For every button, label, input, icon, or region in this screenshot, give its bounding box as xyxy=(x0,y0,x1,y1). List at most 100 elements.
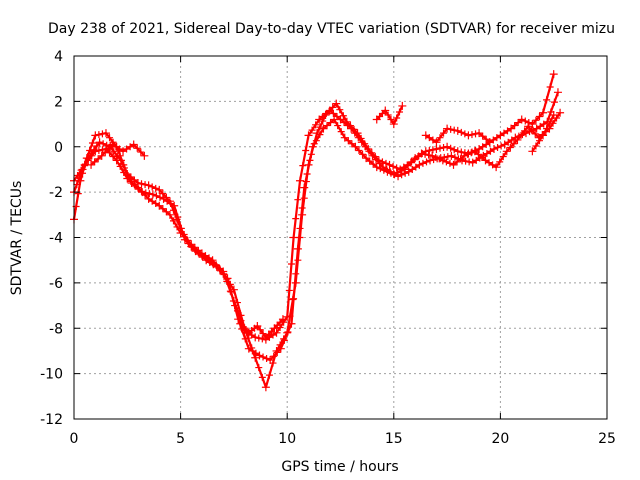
data-point-interp xyxy=(148,197,156,205)
data-series xyxy=(70,70,565,392)
data-point xyxy=(475,145,484,154)
data-point-interp xyxy=(440,144,448,152)
y-tick-label: -8 xyxy=(49,321,63,337)
data-point xyxy=(438,156,447,165)
data-point-interp xyxy=(393,164,401,172)
data-point-interp xyxy=(169,217,177,225)
data-point-interp xyxy=(432,153,440,161)
data-point-interp xyxy=(543,96,551,104)
data-point xyxy=(398,101,407,110)
data-point-interp xyxy=(504,138,512,146)
data-point xyxy=(289,233,298,242)
data-point-interp xyxy=(180,233,188,241)
data-point-interp xyxy=(258,373,266,381)
data-point-interp xyxy=(84,156,92,164)
data-point xyxy=(421,131,430,140)
data-point xyxy=(319,124,328,133)
data-point xyxy=(291,278,300,287)
data-point xyxy=(381,106,390,115)
data-point-interp xyxy=(244,334,252,342)
data-point-interp xyxy=(472,156,480,164)
x-tick-label: 15 xyxy=(385,431,403,447)
data-point-interp xyxy=(357,134,365,142)
data-point xyxy=(91,131,100,140)
data-point-interp xyxy=(174,213,182,221)
data-point xyxy=(251,353,260,362)
data-point-interp xyxy=(310,140,318,148)
data-point xyxy=(513,135,522,144)
data-point-interp xyxy=(109,153,117,161)
data-point-interp xyxy=(378,158,386,166)
series-track-d xyxy=(87,140,149,169)
data-point-interp xyxy=(421,150,429,158)
data-point-interp xyxy=(112,143,120,151)
data-point-interp xyxy=(382,159,390,167)
data-point-interp xyxy=(510,140,518,148)
data-point-interp xyxy=(302,147,310,155)
data-point xyxy=(330,115,339,124)
y-tick-label: -4 xyxy=(49,231,63,247)
data-point-interp xyxy=(287,260,295,268)
data-point-interp xyxy=(532,142,540,150)
data-point-interp xyxy=(138,180,146,188)
data-point-interp xyxy=(300,194,308,202)
data-point xyxy=(304,160,313,169)
data-point-interp xyxy=(237,311,245,319)
data-point-interp xyxy=(485,159,493,167)
data-point xyxy=(517,115,526,124)
chart-title: Day 238 of 2021, Sidereal Day-to-day VTE… xyxy=(48,21,615,37)
data-point-interp xyxy=(546,118,554,126)
data-point-interp xyxy=(110,147,118,155)
data-point-interp xyxy=(500,129,508,137)
data-point xyxy=(298,210,307,219)
data-point-interp xyxy=(511,122,519,130)
data-point xyxy=(332,99,341,108)
data-point-interp xyxy=(543,125,551,133)
data-point xyxy=(87,160,96,169)
data-point-interp xyxy=(255,334,263,342)
data-point-interp xyxy=(499,153,507,161)
data-point-interp xyxy=(346,122,354,130)
data-point-interp xyxy=(308,126,316,134)
data-point-interp xyxy=(163,197,171,205)
data-point xyxy=(443,124,452,133)
data-point xyxy=(415,160,424,169)
data-point-interp xyxy=(496,158,504,166)
data-point-interp xyxy=(106,149,114,157)
data-point xyxy=(170,201,179,210)
series-track-e xyxy=(236,315,287,342)
x-tick-label: 0 xyxy=(70,431,79,447)
data-point xyxy=(219,269,228,278)
data-point-interp xyxy=(467,149,475,157)
data-point xyxy=(187,240,196,249)
x-tick-label: 5 xyxy=(176,431,185,447)
data-point xyxy=(394,172,403,181)
data-point-interp xyxy=(429,146,437,154)
data-point-interp xyxy=(453,158,461,166)
axis-ticks xyxy=(73,55,608,420)
data-point-interp xyxy=(120,168,128,176)
data-point-interp xyxy=(133,144,141,152)
data-point-interp xyxy=(280,335,288,343)
data-point-interp xyxy=(95,131,103,139)
data-point-interp xyxy=(506,144,514,152)
data-point-interp xyxy=(380,166,388,174)
data-point-interp xyxy=(514,119,522,127)
data-point-interp xyxy=(398,171,406,179)
data-point-interp xyxy=(376,165,384,173)
data-point-interp xyxy=(550,98,558,106)
x-tick-label: 10 xyxy=(278,431,296,447)
data-point-interp xyxy=(258,335,266,343)
data-point xyxy=(460,151,469,160)
data-point xyxy=(119,147,128,156)
data-point-interp xyxy=(201,252,209,260)
data-point xyxy=(396,165,405,174)
data-point-interp xyxy=(462,157,470,165)
data-point-interp xyxy=(88,152,96,160)
data-point xyxy=(417,149,426,158)
data-point-interp xyxy=(138,187,146,195)
data-point-interp xyxy=(494,144,502,152)
data-point-interp xyxy=(329,109,337,117)
data-point xyxy=(556,108,565,117)
data-point-interp xyxy=(216,265,224,273)
